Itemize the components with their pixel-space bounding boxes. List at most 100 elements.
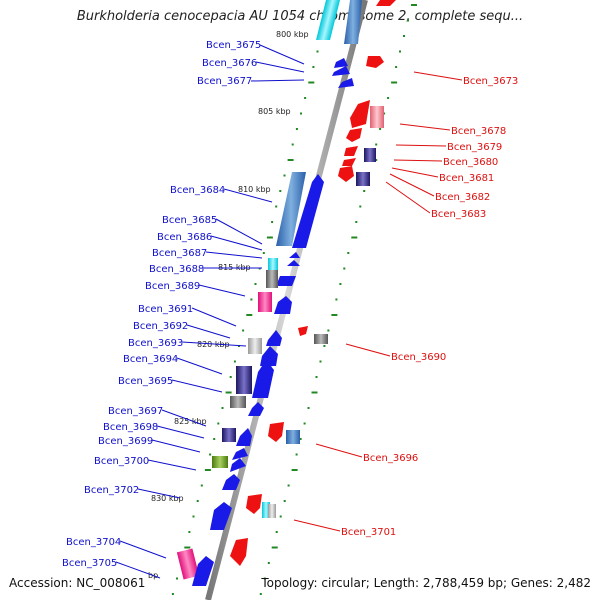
gene-label[interactable]: Bcen_3676 xyxy=(202,58,257,69)
tick-dot xyxy=(339,283,342,285)
gene-arrow[interactable] xyxy=(274,296,292,314)
gene-arrow[interactable] xyxy=(332,66,350,76)
gene-arrow[interactable] xyxy=(298,326,308,336)
gene-arrow[interactable] xyxy=(276,276,296,286)
gene-label[interactable]: Bcen_3696 xyxy=(363,453,418,464)
gene-arrow[interactable] xyxy=(342,158,356,166)
gene-arrow[interactable] xyxy=(350,100,370,128)
gene-label[interactable]: Bcen_3690 xyxy=(391,352,446,363)
gene-arrow[interactable] xyxy=(268,422,284,442)
gene-block[interactable] xyxy=(268,258,278,278)
gene-label[interactable]: Bcen_3691 xyxy=(138,304,193,315)
gene-label[interactable]: Bcen_3678 xyxy=(451,126,506,137)
gene-label[interactable]: Bcen_3705 xyxy=(62,558,117,569)
gene-arrow[interactable] xyxy=(248,402,264,416)
gene-label[interactable]: Bcen_3673 xyxy=(463,76,518,87)
tick-dot xyxy=(315,376,318,378)
gene-arrow[interactable] xyxy=(230,458,246,472)
gene-arrow[interactable] xyxy=(266,330,282,346)
gene-label[interactable]: Bcen_3686 xyxy=(157,232,212,243)
gene-arrow[interactable] xyxy=(334,58,348,68)
gene-block[interactable] xyxy=(230,396,246,408)
gene-arrow[interactable] xyxy=(230,538,248,566)
gene-arrow[interactable] xyxy=(366,56,384,68)
tick-dot xyxy=(217,422,220,425)
gene-label[interactable]: Bcen_3694 xyxy=(123,354,178,365)
gene-block[interactable] xyxy=(370,106,384,128)
gene-arrow[interactable] xyxy=(192,556,214,586)
tick-dot xyxy=(300,112,302,115)
tick-dot xyxy=(221,407,224,409)
gene-arrow[interactable] xyxy=(346,128,362,142)
gene-block[interactable] xyxy=(236,366,252,394)
gene-arrow[interactable] xyxy=(376,0,396,6)
gene-label[interactable]: Bcen_3692 xyxy=(133,321,188,332)
gene-block[interactable] xyxy=(212,456,228,468)
gene-labels-right-lines xyxy=(293,71,463,532)
gene-label[interactable]: Bcen_3700 xyxy=(94,456,149,467)
gene-block[interactable] xyxy=(266,270,278,288)
tick-dot xyxy=(250,298,253,301)
gene-label[interactable]: Bcen_3693 xyxy=(128,338,183,349)
gene-arrow[interactable] xyxy=(344,0,362,44)
gene-block[interactable] xyxy=(262,502,270,518)
gene-block[interactable] xyxy=(316,0,340,40)
gene-arrow[interactable] xyxy=(246,494,262,514)
gene-label[interactable]: Bcen_3680 xyxy=(443,157,498,168)
topology-text: Topology: circular; Length: 2,788,459 bp… xyxy=(261,576,591,590)
tick-dot xyxy=(275,205,278,208)
gene-arrow[interactable] xyxy=(338,166,354,182)
tick-dot xyxy=(295,453,298,456)
gene-label[interactable]: Bcen_3679 xyxy=(447,142,502,153)
gene-arrow[interactable] xyxy=(210,502,232,530)
gene-block[interactable] xyxy=(176,548,200,580)
tick-dot xyxy=(271,221,274,223)
tick-dot xyxy=(283,500,286,502)
gene-block[interactable] xyxy=(258,292,272,312)
gene-block[interactable] xyxy=(286,430,300,444)
gene-label[interactable]: Bcen_3684 xyxy=(170,185,225,196)
gene-arrow[interactable] xyxy=(344,146,358,156)
gene-label[interactable]: Bcen_3689 xyxy=(145,281,200,292)
tick-dot xyxy=(316,50,319,53)
gene-label[interactable]: Bcen_3675 xyxy=(206,40,261,51)
gene-label[interactable]: Bcen_3701 xyxy=(341,527,396,538)
gene-label[interactable]: Bcen_3698 xyxy=(103,422,158,433)
gene-arrow[interactable] xyxy=(236,428,252,446)
gene-block[interactable] xyxy=(268,504,276,518)
gene-label[interactable]: Bcen_3682 xyxy=(435,192,490,203)
gene-label[interactable]: Bcen_3697 xyxy=(108,406,163,417)
tick-dot xyxy=(213,438,216,440)
gene-block[interactable] xyxy=(222,428,236,442)
tick-dot xyxy=(267,562,270,564)
gene-label[interactable]: Bcen_3683 xyxy=(431,209,486,220)
gene-arrow[interactable] xyxy=(232,448,248,460)
gene-label[interactable]: Bcen_3677 xyxy=(197,76,252,87)
gene-label[interactable]: Bcen_3704 xyxy=(66,537,121,548)
tick-dot xyxy=(259,593,262,595)
gene-arrow[interactable] xyxy=(292,174,324,248)
gene-arrow[interactable] xyxy=(338,78,354,88)
gene-block[interactable] xyxy=(356,172,370,186)
gene-block[interactable] xyxy=(314,334,328,344)
gene-label[interactable]: Bcen_3687 xyxy=(152,248,207,259)
tick-dot xyxy=(176,577,178,580)
gene-label[interactable]: Bcen_3695 xyxy=(118,376,173,387)
accession-text: Accession: NC_008061 xyxy=(9,576,146,590)
gene-arrow[interactable] xyxy=(222,474,240,490)
gene-block[interactable] xyxy=(364,148,376,162)
gene-block[interactable] xyxy=(248,338,262,354)
gene-label[interactable]: Bcen_3681 xyxy=(439,173,494,184)
tick-label: 805 kbp xyxy=(258,107,291,116)
gene-arrow[interactable] xyxy=(260,346,278,366)
gene-arrow[interactable] xyxy=(252,360,274,398)
gene-arrow[interactable] xyxy=(289,252,300,258)
gene-label[interactable]: Bcen_3699 xyxy=(98,436,153,447)
gene-arrow[interactable] xyxy=(287,260,300,266)
gene-label[interactable]: Bcen_3688 xyxy=(149,264,204,275)
gene-label[interactable]: Bcen_3702 xyxy=(84,485,139,496)
gene-block[interactable] xyxy=(276,172,306,246)
tick-dot xyxy=(233,360,236,363)
gene-label[interactable]: Bcen_3685 xyxy=(162,215,217,226)
